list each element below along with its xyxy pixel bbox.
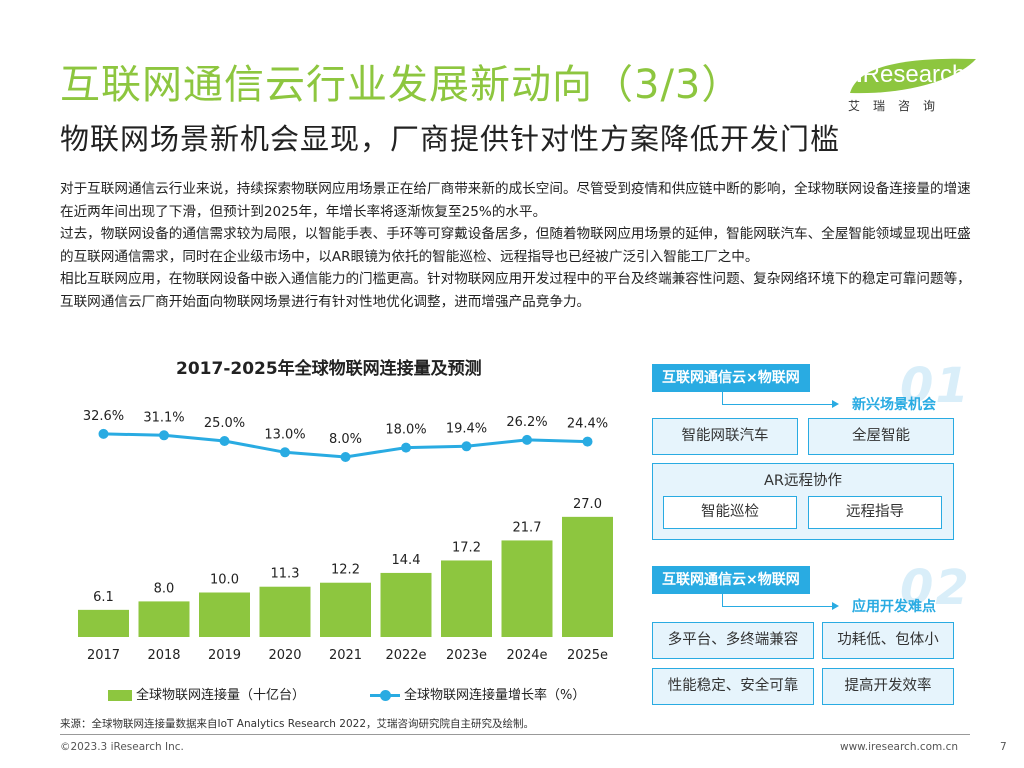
logo-word: Research [862,61,966,88]
category-label: 2018 [147,648,180,663]
growth-value-label: 8.0% [329,432,362,447]
growth-point [401,442,411,453]
bar-value-label: 27.0 [573,497,602,512]
growth-value-label: 26.2% [506,415,547,430]
growth-value-label: 24.4% [567,417,608,432]
bar [441,560,492,637]
bar-value-label: 21.7 [513,520,542,535]
ar-sub-box: 智能巡检 [663,496,797,529]
bar [501,540,553,637]
growth-point [219,436,230,447]
bar [380,572,432,637]
category-label: 2019 [208,648,241,663]
category-label: 2025e [567,648,608,663]
growth-value-label: 31.1% [143,410,184,425]
logo-wordmark: iResearch [856,61,965,89]
section-2-arrow-icon [832,602,839,610]
category-label: 2017 [87,648,120,663]
difficulty-box: 功耗低、包体小 [822,622,954,659]
growth-value-label: 25.0% [204,416,245,431]
bar [562,516,613,637]
legend-line-swatch [370,690,400,701]
section-1-tag: 互联网通信云×物联网 [652,364,810,392]
chart-title: 2017-2025年全球物联网连接量及预测 [176,359,482,379]
paragraph-1: 对于互联网通信云行业来说，持续探索物联网应用场景正在给厂商带来新的成长空间。尽管… [60,181,971,220]
section-2-tag: 互联网通信云×物联网 [652,566,810,594]
section-2-label: 应用开发难点 [852,599,936,615]
difficulty-box: 性能稳定、安全可靠 [652,668,814,705]
difficulty-box: 提高开发效率 [822,668,954,705]
growth-point [280,447,290,458]
bar [199,592,250,637]
legend-line: 全球物联网连接量增长率（%） [370,684,585,703]
bar [78,609,129,637]
page-title: 互联网通信云行业发展新动向（3/3） [60,62,743,108]
bar-value-label: 17.2 [452,540,481,555]
logo-i: i [856,61,863,88]
section-1-number: 01 [900,358,971,414]
growth-point [582,436,593,447]
paragraph-2: 过去，物联网设备的通信需求较为局限，以智能手表、手环等可穿戴设备居多，但随着物联… [60,226,971,265]
logo-chinese: 艾瑞咨询 [848,99,949,113]
logo-leaf-icon [850,58,976,94]
iot-connections-chart: 6.1 2017 8.0 2018 10.0 2019 11.3 2020 12.2 2021 14… [78,409,613,663]
category-label: 2024e [506,648,547,663]
iresearch-logo: iResearch 艾瑞咨询 [848,55,978,115]
growth-point [340,452,351,462]
growth-value-label: 32.6% [83,409,124,424]
page-number: 7 [1000,741,1007,753]
growth-point [522,434,532,445]
category-label: 2023e [446,648,487,663]
section-1-label: 新兴场景机会 [852,397,936,413]
growth-value-label: 19.4% [446,421,487,436]
footer-divider [60,734,970,735]
section-2-connector [722,594,833,607]
source-note: 来源：全球物联网连接量数据来自IoT Analytics Research 20… [60,718,535,730]
category-label: 2020 [268,648,301,663]
website: www.iresearch.com.cn [840,741,959,753]
growth-point [159,430,169,441]
legend-bar-swatch [108,690,132,701]
page-subtitle: 物联网场景新机会显现，厂商提供针对性方案降低开发门槛 [60,122,841,156]
body-text: 对于互联网通信云行业来说，持续探索物联网应用场景正在给厂商带来新的成长空间。尽管… [60,178,972,314]
legend-bar-label: 全球物联网连接量（十亿台） [136,688,306,703]
legend-bars: 全球物联网连接量（十亿台） [108,684,305,703]
section-1-connector [722,392,833,405]
legend-line-label: 全球物联网连接量增长率（%） [404,688,586,703]
scenario-box: 全屋智能 [808,418,954,455]
copyright: ©2023.3 iResearch Inc. [60,741,184,753]
section-1-arrow-icon [832,400,839,408]
bar-value-label: 10.0 [210,573,239,588]
bar-value-label: 12.2 [331,563,360,578]
growth-value-label: 13.0% [264,427,305,442]
paragraph-3: 相比互联网应用，在物联网设备中嵌入通信能力的门槛更高。针对物联网应用开发过程中的… [60,271,971,310]
ar-group-title: AR远程协作 [764,473,842,489]
growth-point [461,441,472,452]
bar [138,601,190,637]
category-label: 2022e [385,648,426,663]
bar [259,586,311,637]
bar-value-label: 14.4 [392,553,421,568]
scenario-box: 智能网联汽车 [652,418,798,455]
bar-value-label: 11.3 [271,567,300,582]
ar-sub-box: 远程指导 [808,496,942,529]
bar-value-label: 6.1 [93,590,114,605]
growth-value-label: 18.0% [385,423,426,438]
growth-point [98,428,109,439]
bar-value-label: 8.0 [154,581,175,596]
section-2-number: 02 [900,560,971,616]
bar [320,582,371,637]
difficulty-box: 多平台、多终端兼容 [652,622,814,659]
category-label: 2021 [329,648,362,663]
